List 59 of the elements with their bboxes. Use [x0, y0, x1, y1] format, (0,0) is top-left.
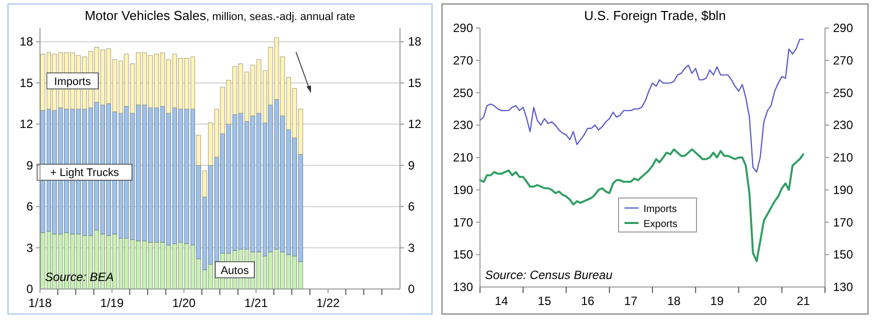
y-tick-label: 12 [20, 117, 34, 132]
y-tick-label: 290 [452, 21, 474, 35]
y-tick-label: 230 [452, 118, 474, 132]
y2-tick-label: 9 [408, 158, 415, 172]
series-label: Autos [220, 264, 250, 277]
chart-title: U.S. Foreign Trade, $bln [584, 8, 726, 23]
y2-tick-label: 12 [408, 117, 422, 132]
y-tick-label: 190 [452, 182, 474, 197]
x-tick-label: 18 [667, 294, 681, 308]
series-label: Imports [54, 76, 92, 88]
x-tick-label: 1/18 [28, 296, 52, 310]
y-tick-label: 6 [26, 200, 34, 214]
y-tick-label: 250 [452, 86, 474, 100]
annotation: Source: BEA [45, 270, 114, 284]
y-tick-label: 170 [452, 215, 474, 230]
y2-tick-label: 290 [833, 21, 854, 35]
y-tick-label: 9 [26, 158, 34, 172]
bar [202, 170, 207, 198]
y-tick-label: 210 [452, 150, 474, 164]
bar [196, 134, 201, 166]
annotation: Source: Census Bureau [485, 268, 613, 282]
y-tick-label: 0 [26, 282, 34, 296]
x-tick-label: 14 [494, 294, 508, 308]
y2-tick-label: 190 [833, 182, 854, 197]
chart-subtitle: , million, seas.-adj. annual rate [206, 11, 356, 23]
y2-tick-label: 270 [833, 53, 854, 68]
chart-title: Motor Vehicles Sales [84, 8, 207, 23]
x-tick-label: 1/19 [100, 296, 124, 310]
x-tick-label: 20 [754, 294, 768, 308]
legend-label: Exports [644, 219, 678, 230]
y2-tick-label: 150 [833, 248, 854, 262]
line-series [479, 38, 804, 173]
y2-tick-label: 3 [408, 240, 415, 255]
x-tick-label: 19 [710, 294, 724, 308]
y-tick-label: 15 [20, 76, 34, 90]
x-tick-label: 15 [538, 294, 552, 308]
y2-tick-label: 230 [833, 118, 854, 132]
x-tick-label: 16 [581, 294, 595, 308]
y2-tick-label: 15 [408, 76, 422, 90]
y2-tick-label: 6 [408, 200, 415, 214]
y-tick-label: 3 [26, 240, 34, 255]
y2-tick-label: 170 [833, 215, 854, 230]
x-tick-label: 1/21 [244, 296, 268, 310]
y-tick-label: 18 [20, 34, 34, 49]
series-label: + Light Trucks [50, 167, 120, 180]
y2-tick-label: 130 [833, 280, 854, 294]
x-tick-label: 17 [624, 294, 638, 308]
y2-tick-label: 0 [408, 282, 415, 296]
y2-tick-label: 18 [408, 34, 422, 49]
legend-label: Imports [644, 204, 677, 215]
x-tick-label: 21 [796, 294, 810, 308]
x-tick-label: 1/22 [316, 296, 340, 310]
y2-tick-label: 250 [833, 86, 854, 100]
y-tick-label: 130 [452, 280, 474, 294]
y-tick-label: 150 [452, 248, 474, 262]
x-tick-label: 1/20 [172, 296, 196, 310]
y2-tick-label: 210 [833, 150, 854, 164]
line-series [479, 148, 804, 262]
y-tick-label: 270 [452, 53, 474, 68]
